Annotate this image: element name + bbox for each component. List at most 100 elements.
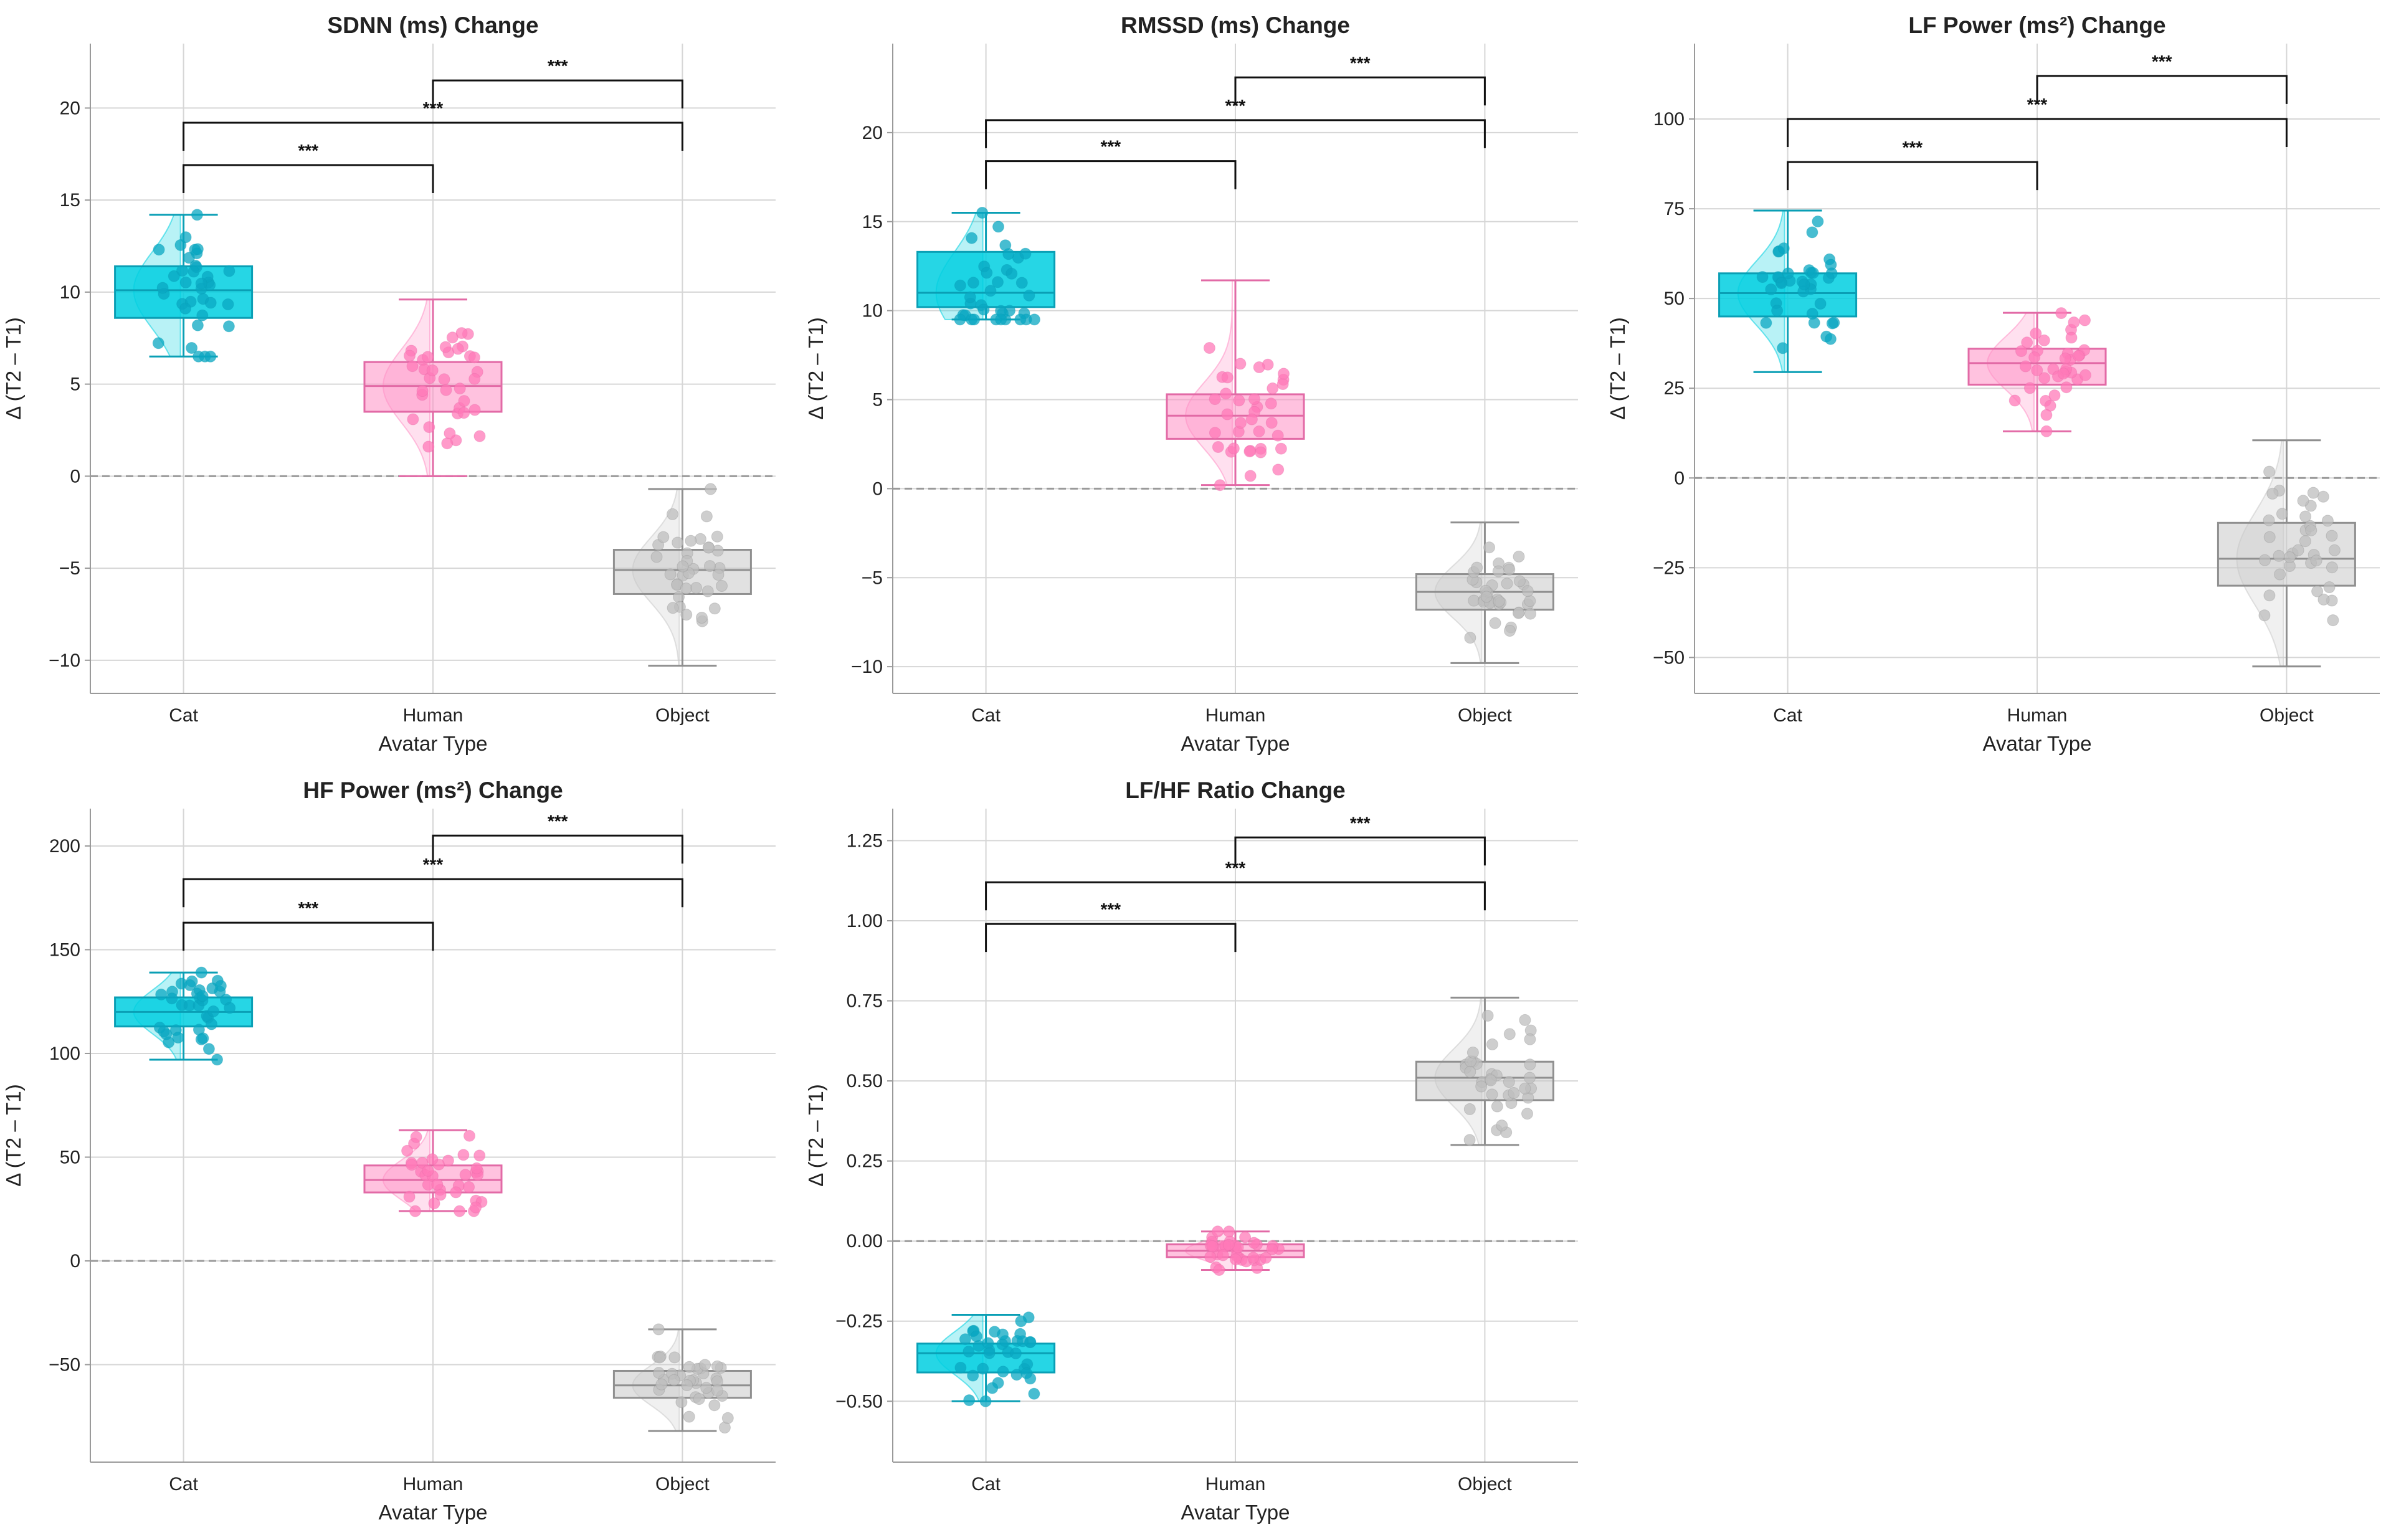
data-point	[1220, 387, 1232, 400]
data-point	[1266, 1243, 1278, 1255]
significance-label: ***	[548, 811, 568, 830]
data-point	[426, 1153, 439, 1166]
data-point	[992, 276, 1004, 288]
data-point	[1503, 1076, 1515, 1088]
data-point	[2028, 351, 2041, 364]
data-point	[441, 437, 454, 450]
chart-panel-4: −50 0 50 100 150 200 Cat Human Object Avatar Type…	[2, 777, 776, 1524]
y-axis-label: Δ (T2 – T1)	[2, 317, 25, 419]
data-point	[468, 404, 481, 416]
data-point	[2299, 510, 2312, 523]
box-object	[1415, 521, 1554, 664]
x-tick-label: Object	[655, 705, 710, 726]
data-point	[191, 243, 204, 255]
data-point	[1217, 1249, 1229, 1262]
data-point	[1519, 1014, 1531, 1026]
data-point	[711, 1360, 723, 1372]
data-point	[1814, 298, 1827, 310]
data-point	[2008, 394, 2021, 407]
data-point	[1253, 425, 1265, 437]
y-tick-label: 0.00	[847, 1231, 883, 1252]
data-point	[1824, 333, 1837, 345]
y-tick-label: −10	[49, 650, 80, 671]
data-point	[668, 1374, 680, 1386]
y-tick-label: −50	[49, 1354, 80, 1375]
data-point	[1272, 429, 1284, 442]
data-point	[664, 568, 677, 581]
data-point	[191, 209, 203, 221]
data-point	[406, 1159, 418, 1171]
box-object	[1415, 996, 1554, 1146]
data-point	[428, 1197, 440, 1210]
data-point	[1221, 408, 1234, 421]
data-point	[2307, 487, 2319, 499]
data-point	[1806, 226, 1818, 239]
data-point	[1475, 1080, 1488, 1093]
y-tick-label: 10	[60, 282, 80, 303]
data-point	[1239, 1231, 1252, 1243]
data-point	[1213, 1264, 1225, 1276]
significance-bracket: ***	[985, 858, 1486, 911]
data-point	[2321, 515, 2334, 527]
data-point	[653, 1367, 665, 1379]
significance-label: ***	[548, 56, 568, 75]
y-tick-label: 20	[862, 123, 883, 143]
data-point	[1493, 595, 1505, 607]
data-point	[986, 1382, 999, 1394]
data-point	[2079, 369, 2091, 381]
y-tick-label: 1.25	[847, 830, 883, 851]
bracket-line	[2036, 75, 2288, 104]
data-point	[968, 313, 981, 326]
y-axis-label: Δ (T2 – T1)	[1606, 317, 1629, 419]
x-tick-label: Cat	[971, 705, 1001, 726]
data-point	[1267, 382, 1279, 394]
data-point	[1248, 393, 1260, 406]
data-point	[964, 291, 976, 303]
data-point	[967, 1369, 979, 1382]
box-human	[1166, 279, 1305, 492]
data-point	[2065, 331, 2078, 344]
data-point	[712, 569, 725, 581]
data-point	[1782, 267, 1794, 280]
y-tick-label: 100	[49, 1043, 80, 1064]
data-point	[700, 1382, 713, 1394]
data-point	[2283, 551, 2296, 563]
data-point	[426, 364, 439, 376]
data-point	[1015, 277, 1028, 289]
data-point	[223, 265, 235, 277]
data-point	[711, 530, 723, 543]
data-point	[1807, 267, 1819, 279]
data-point	[680, 609, 693, 621]
data-point	[195, 1033, 207, 1045]
data-point	[438, 373, 450, 386]
x-axis-label: Avatar Type	[379, 732, 488, 755]
x-tick-label: Object	[1458, 1474, 1512, 1495]
data-point	[668, 1351, 681, 1364]
data-point	[954, 1361, 967, 1374]
data-point	[2031, 364, 2043, 376]
bracket-line	[985, 923, 1237, 953]
x-tick-label: Cat	[971, 1474, 1001, 1495]
bracket-line	[183, 921, 434, 951]
y-tick-label: 50	[60, 1147, 80, 1167]
data-point	[1028, 1387, 1040, 1400]
x-tick-label: Human	[2007, 705, 2068, 726]
box-cat	[114, 966, 254, 1066]
y-tick-label: 5	[70, 374, 80, 395]
data-point	[401, 1144, 414, 1157]
data-point	[204, 297, 217, 309]
data-point	[1521, 585, 1534, 597]
data-point	[983, 1347, 996, 1359]
data-point	[2057, 368, 2070, 380]
bracket-line	[432, 79, 683, 109]
y-tick-label: −10	[851, 657, 883, 677]
data-point	[202, 1043, 215, 1055]
data-point	[1019, 247, 1032, 260]
x-tick-label: Human	[1205, 1474, 1266, 1495]
data-point	[711, 1384, 723, 1397]
data-point	[468, 351, 480, 364]
data-point	[1017, 1335, 1029, 1348]
data-point	[439, 341, 452, 353]
data-point	[1777, 342, 1789, 354]
x-tick-label: Cat	[169, 705, 198, 726]
